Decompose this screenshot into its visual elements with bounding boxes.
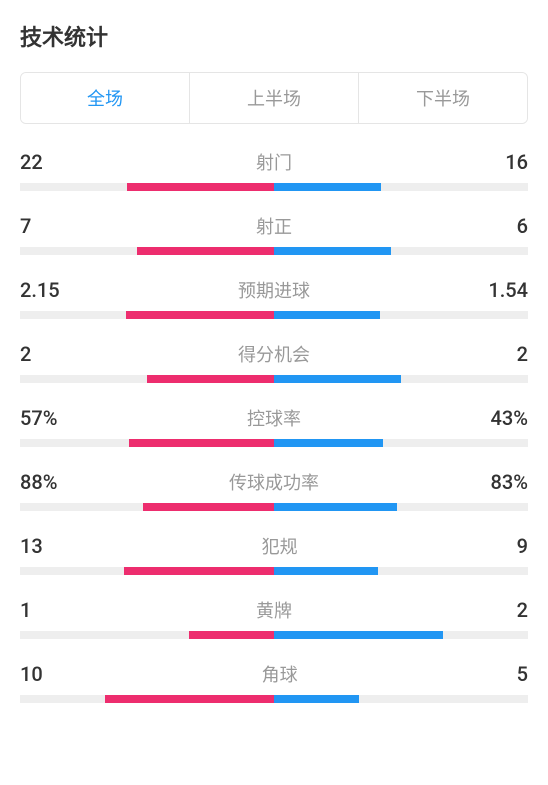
section-title: 技术统计 [20,20,528,52]
stat-left-value: 10 [20,662,43,686]
bar-left [127,183,274,191]
stat-row: 22 射门 16 [20,149,528,191]
stat-right-value: 2 [517,342,528,366]
bar-right [274,375,401,383]
stat-left-value: 7 [20,214,31,238]
bar-left [137,247,274,255]
stat-row: 10 角球 5 [20,661,528,703]
stat-row: 1 黄牌 2 [20,597,528,639]
bar-right [274,247,391,255]
stat-header: 1 黄牌 2 [20,597,528,623]
stat-header: 13 犯规 9 [20,533,528,559]
stat-label: 射门 [256,149,292,175]
stat-right-value: 2 [517,598,528,622]
stat-header: 7 射正 6 [20,213,528,239]
stat-header: 88% 传球成功率 83% [20,469,528,495]
bar-track [20,311,528,319]
stat-header: 22 射门 16 [20,149,528,175]
bar-right [274,311,380,319]
stat-row: 13 犯规 9 [20,533,528,575]
stat-right-value: 1.54 [488,278,528,302]
bar-track [20,247,528,255]
bar-track [20,375,528,383]
bar-track [20,503,528,511]
bar-left [189,631,274,639]
stat-label: 预期进球 [238,277,310,303]
bar-right [274,631,443,639]
stat-row: 2 得分机会 2 [20,341,528,383]
bar-left [143,503,274,511]
bar-left [105,695,274,703]
stat-left-value: 22 [20,150,43,174]
stat-header: 57% 控球率 43% [20,405,528,431]
bar-track [20,567,528,575]
stat-right-value: 5 [517,662,528,686]
tab-2[interactable]: 下半场 [359,73,527,123]
bar-right [274,695,359,703]
stat-header: 2 得分机会 2 [20,341,528,367]
stat-left-value: 57% [20,406,57,430]
stat-left-value: 2 [20,342,31,366]
stat-row: 88% 传球成功率 83% [20,469,528,511]
bar-left [129,439,274,447]
tab-0[interactable]: 全场 [21,73,190,123]
bar-right [274,439,383,447]
stat-right-value: 6 [517,214,528,238]
stat-right-value: 43% [491,406,528,430]
stat-right-value: 9 [517,534,528,558]
stat-left-value: 88% [20,470,57,494]
stat-row: 57% 控球率 43% [20,405,528,447]
stat-right-value: 83% [491,470,528,494]
stat-label: 得分机会 [238,341,310,367]
stat-row: 2.15 预期进球 1.54 [20,277,528,319]
bar-right [274,183,381,191]
bar-right [274,503,397,511]
stat-label: 角球 [262,661,298,687]
stats-container: 22 射门 16 7 射正 6 2.15 预期进球 1.54 2 得分机会 2 57% 控球率 43% 88%… [20,149,528,703]
stat-header: 2.15 预期进球 1.54 [20,277,528,303]
stat-label: 传球成功率 [229,469,319,495]
stat-label: 射正 [256,213,292,239]
bar-track [20,439,528,447]
stat-right-value: 16 [505,150,528,174]
stat-header: 10 角球 5 [20,661,528,687]
bar-track [20,183,528,191]
stat-left-value: 13 [20,534,43,558]
bar-left [126,311,274,319]
tabs-container: 全场上半场下半场 [20,72,528,124]
stat-label: 控球率 [247,405,301,431]
stat-row: 7 射正 6 [20,213,528,255]
bar-track [20,695,528,703]
stat-label: 黄牌 [256,597,292,623]
bar-track [20,631,528,639]
bar-left [147,375,274,383]
stat-left-value: 2.15 [20,278,60,302]
bar-left [124,567,274,575]
stat-label: 犯规 [262,533,298,559]
stat-left-value: 1 [20,598,31,622]
bar-right [274,567,378,575]
tab-1[interactable]: 上半场 [190,73,359,123]
